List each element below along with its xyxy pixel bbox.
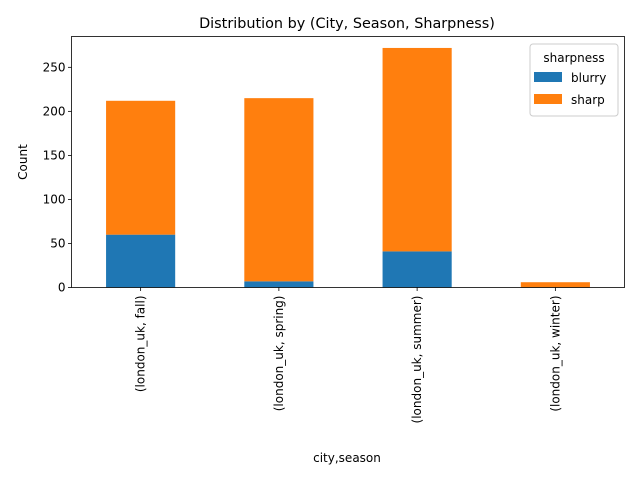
x-tick-label: (london_uk, winter) bbox=[548, 296, 562, 412]
y-axis-label: Count bbox=[16, 144, 30, 180]
legend: sharpness blurry sharp bbox=[529, 43, 619, 117]
y-tick-label: 200 bbox=[43, 105, 66, 119]
bar-blurry-1 bbox=[244, 281, 314, 288]
x-tick-label: (london_uk, fall) bbox=[134, 296, 148, 393]
y-tick-label: 150 bbox=[43, 149, 66, 163]
legend-label-blurry: blurry bbox=[571, 71, 606, 85]
chart-title: Distribution by (City, Season, Sharpness… bbox=[199, 16, 495, 32]
bar-sharp-2 bbox=[382, 47, 452, 252]
bar-sharp-0 bbox=[106, 100, 176, 235]
y-axis: 0 50 100 150 200 250 bbox=[43, 61, 72, 295]
plot-frame bbox=[71, 36, 625, 288]
x-tick-label: (london_uk, spring) bbox=[272, 296, 286, 412]
legend-swatch-sharp bbox=[534, 94, 562, 104]
x-axis-label: city,season bbox=[313, 451, 381, 465]
y-tick-label: 250 bbox=[43, 61, 66, 75]
y-tick-label: 0 bbox=[58, 281, 66, 295]
bar-sharp-3 bbox=[520, 282, 590, 288]
bar-blurry-0 bbox=[106, 234, 176, 288]
legend-swatch-blurry bbox=[534, 72, 562, 82]
y-tick-label: 100 bbox=[43, 193, 66, 207]
x-tick-label: (london_uk, summer) bbox=[410, 296, 424, 424]
bar-blurry-2 bbox=[382, 251, 452, 288]
legend-label-sharp: sharp bbox=[571, 93, 605, 107]
x-axis: (london_uk, fall) (london_uk, spring) (lon… bbox=[134, 287, 562, 424]
bar-sharp-1 bbox=[244, 98, 314, 282]
legend-title: sharpness bbox=[543, 51, 604, 65]
y-tick-label: 50 bbox=[50, 237, 65, 251]
bars-layer bbox=[106, 47, 590, 288]
